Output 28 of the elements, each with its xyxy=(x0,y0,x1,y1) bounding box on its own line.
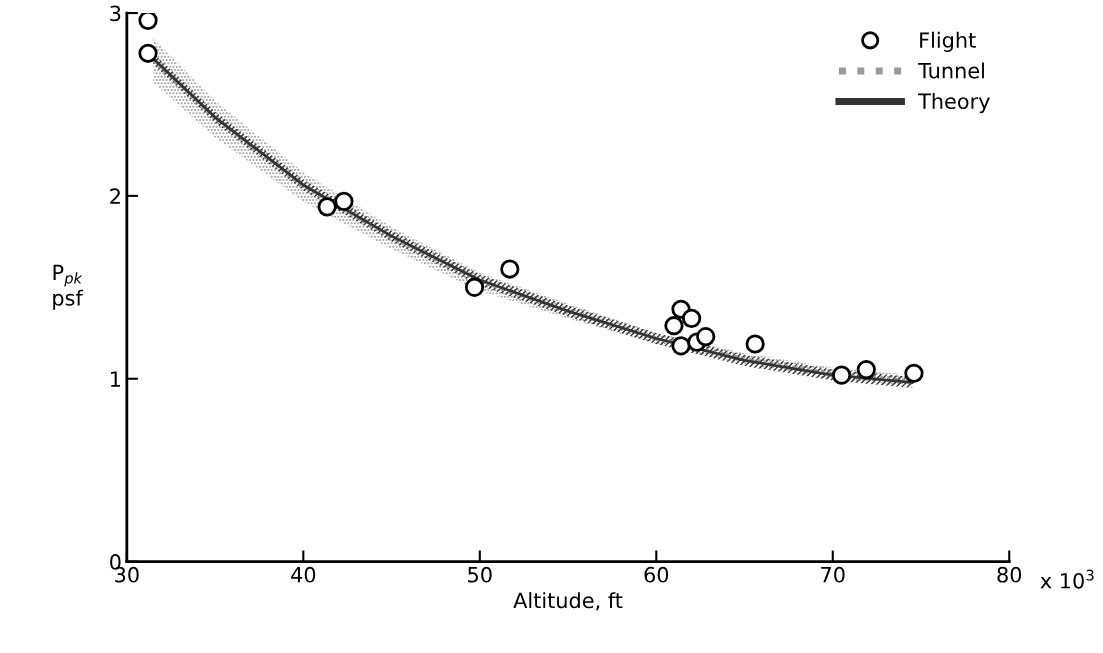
point xyxy=(856,359,876,380)
point xyxy=(831,365,852,385)
x-tick-label: 60 xyxy=(644,566,669,583)
y-tick-label: 1 xyxy=(111,371,121,387)
x-tick-label: 70 xyxy=(821,566,845,583)
point xyxy=(745,334,765,354)
y-tick-label: 2 xyxy=(110,188,120,204)
point xyxy=(664,316,684,336)
point xyxy=(138,13,158,30)
point xyxy=(464,277,485,297)
point xyxy=(500,259,520,279)
x-tick-label: 50 xyxy=(468,566,492,583)
point xyxy=(696,327,716,347)
y-tick-label: 3 xyxy=(110,5,121,22)
text: x 10$^{3}$ xyxy=(1040,569,1094,589)
legend-label: Theory xyxy=(918,92,990,114)
legend-label: Flight xyxy=(920,31,976,52)
y-axis-title: P$_{pk}$ psf xyxy=(53,264,84,310)
point xyxy=(334,191,354,211)
x-axis-title: Altitude, ft xyxy=(513,592,623,611)
x-tick-label: 40 xyxy=(291,566,316,583)
point xyxy=(671,336,691,356)
point xyxy=(681,308,702,329)
legend-label: Tunnel xyxy=(918,62,984,79)
x-tick-label: 80 xyxy=(997,566,1022,583)
point xyxy=(904,363,924,383)
point xyxy=(138,43,158,63)
point xyxy=(317,197,337,217)
